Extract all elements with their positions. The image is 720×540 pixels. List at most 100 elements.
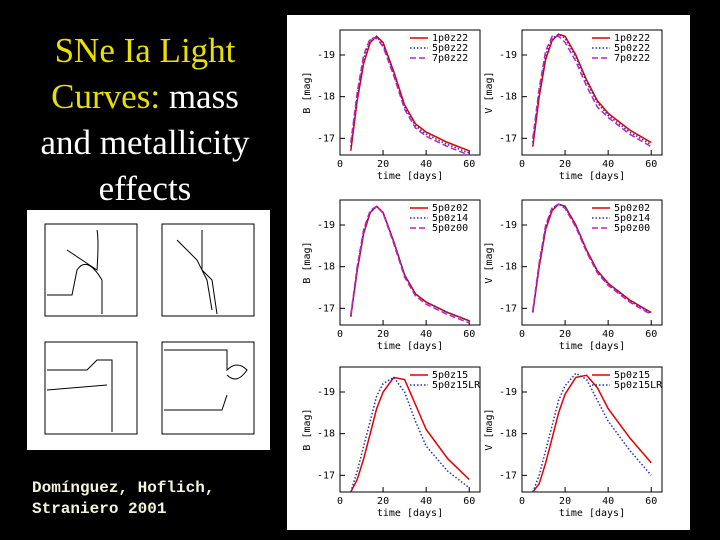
x-tick-label: 60 <box>645 329 657 340</box>
title-line: Curves: mass <box>20 74 270 120</box>
x-axis-label: time [days] <box>559 508 625 519</box>
title-highlight: Curves: <box>51 77 161 116</box>
y-tick-label: -19 <box>499 50 517 61</box>
legend-label: 5p0z15LR <box>614 380 663 391</box>
y-tick-label: -19 <box>499 387 517 398</box>
y-axis-label: B [mag] <box>302 241 313 283</box>
legend-label: 5p0z15LR <box>432 380 481 391</box>
figure-background <box>287 15 690 530</box>
x-tick-label: 0 <box>519 159 525 170</box>
light-curve <box>350 376 470 493</box>
x-tick-label: 60 <box>645 496 657 507</box>
y-axis-label: V [mag] <box>484 241 495 283</box>
legend-label: 5p0z00 <box>432 223 468 234</box>
legend-label: 1p0z22 <box>614 33 650 44</box>
light-curve <box>350 35 470 154</box>
title-text: effects <box>98 169 192 208</box>
x-axis-label: time [days] <box>377 508 443 519</box>
y-tick-label: -18 <box>317 92 335 103</box>
plot-frame <box>339 29 481 156</box>
legend-label: 1p0z22 <box>432 33 468 44</box>
x-axis-label: time [days] <box>559 341 625 352</box>
y-tick-label: -18 <box>499 429 517 440</box>
plot-frame <box>521 199 663 326</box>
light-curve <box>532 372 652 493</box>
x-tick-label: 40 <box>420 496 432 507</box>
legend-label: 5p0z15 <box>614 370 650 381</box>
y-tick-label: -19 <box>317 387 335 398</box>
x-axis-label: time [days] <box>377 341 443 352</box>
x-tick-label: 40 <box>420 159 432 170</box>
title-highlight: SNe Ia Light <box>54 31 236 70</box>
legend-label: 5p0z22 <box>432 43 468 54</box>
title-line: SNe Ia Light <box>20 28 270 74</box>
legend-label: 5p0z00 <box>614 223 650 234</box>
y-axis-label: V [mag] <box>484 71 495 113</box>
light-curve-figure: 0 20 40 60 -19 -18 -17 time [days] B [mag] 1p0z22… <box>287 15 690 530</box>
x-tick-label: 40 <box>602 496 614 507</box>
y-axis-label: B [mag] <box>302 71 313 113</box>
light-curve <box>350 376 470 493</box>
legend-label: 5p0z02 <box>432 203 468 214</box>
y-tick-label: -17 <box>499 470 517 481</box>
light-curve <box>350 205 470 324</box>
title-text: mass <box>168 77 239 116</box>
x-tick-label: 60 <box>463 496 475 507</box>
legend-label: 7p0z22 <box>432 53 468 64</box>
y-tick-label: -19 <box>317 50 335 61</box>
citation-line: Domínguez, Hoflich, <box>32 479 215 497</box>
x-tick-label: 20 <box>377 159 389 170</box>
y-tick-label: -18 <box>317 262 335 273</box>
light-curve <box>532 374 652 493</box>
y-tick-label: -19 <box>499 220 517 231</box>
citation-line: Straniero 2001 <box>32 500 167 518</box>
light-curve <box>532 35 652 148</box>
x-tick-label: 20 <box>377 496 389 507</box>
x-tick-label: 40 <box>602 159 614 170</box>
x-tick-label: 0 <box>337 496 343 507</box>
x-tick-label: 0 <box>337 159 343 170</box>
plot-frame <box>339 199 481 326</box>
x-tick-label: 20 <box>377 329 389 340</box>
plot-frame <box>339 366 481 493</box>
x-tick-label: 40 <box>420 329 432 340</box>
y-tick-label: -17 <box>317 133 335 144</box>
legend-label: 5p0z22 <box>614 43 650 54</box>
title-text: and metallicity <box>40 123 250 162</box>
legend-label: 5p0z14 <box>432 213 468 224</box>
citation: Domínguez, Hoflich, Straniero 2001 <box>32 478 214 520</box>
legend-label: 5p0z02 <box>614 203 650 214</box>
light-curve <box>532 203 652 314</box>
y-tick-label: -19 <box>317 220 335 231</box>
x-tick-label: 20 <box>559 329 571 340</box>
x-tick-label: 0 <box>519 496 525 507</box>
structure-figure <box>27 210 270 450</box>
x-tick-label: 20 <box>559 159 571 170</box>
x-tick-label: 40 <box>602 329 614 340</box>
structure-plots <box>44 223 255 435</box>
y-tick-label: -17 <box>499 133 517 144</box>
figure-background <box>27 210 270 450</box>
y-tick-label: -17 <box>317 303 335 314</box>
plot-frame <box>521 366 663 493</box>
x-tick-label: 20 <box>559 496 571 507</box>
x-axis-label: time [days] <box>559 171 625 182</box>
y-tick-label: -18 <box>499 92 517 103</box>
legend-label: 5p0z14 <box>614 213 650 224</box>
light-curve <box>350 37 470 156</box>
x-tick-label: 0 <box>337 329 343 340</box>
y-tick-label: -18 <box>499 262 517 273</box>
y-tick-label: -18 <box>317 429 335 440</box>
plot-frame <box>521 29 663 156</box>
x-tick-label: 0 <box>519 329 525 340</box>
x-tick-label: 60 <box>463 329 475 340</box>
legend-label: 5p0z15 <box>432 370 468 381</box>
x-tick-label: 60 <box>645 159 657 170</box>
y-axis-label: B [mag] <box>302 408 313 450</box>
legend-label: 7p0z22 <box>614 53 650 64</box>
y-tick-label: -17 <box>499 303 517 314</box>
y-axis-label: V [mag] <box>484 408 495 450</box>
x-tick-label: 60 <box>463 159 475 170</box>
y-tick-label: -17 <box>317 470 335 481</box>
